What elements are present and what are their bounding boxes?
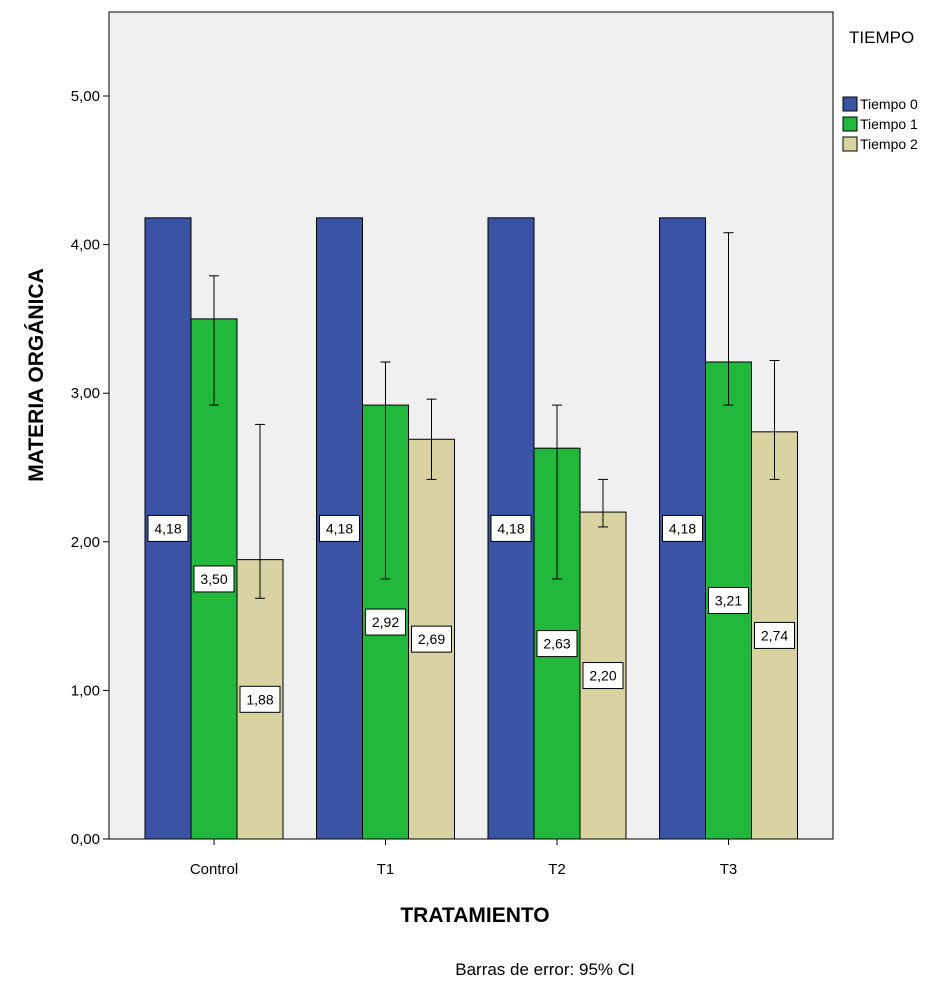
y-tick-label: 5,00	[71, 88, 100, 105]
legend-item-tiempo-2: Tiempo 2	[842, 136, 918, 152]
svg-text:2,63: 2,63	[543, 636, 570, 652]
legend-label: Tiempo 1	[860, 116, 918, 132]
error-bar-control-tiempo-1	[209, 275, 219, 406]
svg-text:2,92: 2,92	[372, 614, 399, 630]
x-tick-label: T3	[720, 861, 738, 878]
legend-item-tiempo-0: Tiempo 0	[842, 96, 918, 112]
error-bars-group	[209, 232, 780, 599]
svg-text:3,21: 3,21	[715, 592, 742, 608]
legend-swatch	[842, 136, 858, 152]
x-axis-title: TRATAMIENTO	[400, 904, 549, 927]
value-label-t3-tiempo-2: 2,74	[754, 621, 795, 649]
x-tick-label: T2	[548, 861, 566, 878]
value-label-t2-tiempo-2: 2,20	[582, 662, 624, 690]
y-axis-title: MATERIA ORGÁNICA	[25, 268, 48, 482]
y-axis: 0,00 1,00 2,00 3,00 4,00 5,00	[71, 88, 109, 848]
value-label-control-tiempo-2: 1,88	[239, 685, 281, 713]
svg-text:4,18: 4,18	[497, 520, 524, 536]
value-label-t2-tiempo-1: 2,63	[536, 630, 578, 658]
svg-text:3,50: 3,50	[200, 571, 227, 587]
legend-label: Tiempo 0	[860, 96, 918, 112]
value-label-t1-tiempo-0: 4,18	[319, 514, 360, 542]
error-bar-t1-tiempo-2	[426, 398, 437, 480]
value-labels-group: 4,18 3,50 1,88 4,18 2,92 2,69 4,18 2,63 2,20 4,18…	[147, 514, 795, 713]
value-label-t3-tiempo-0: 4,18	[662, 514, 703, 542]
legend-label: Tiempo 2	[860, 136, 918, 152]
legend: TIEMPO Tiempo 0 Tiempo 1 Tiempo 2	[842, 28, 918, 152]
y-tick-label: 4,00	[71, 237, 100, 254]
x-tick-label: T1	[377, 861, 395, 878]
error-bar-t1-tiempo-1	[380, 361, 391, 580]
error-bar-t3-tiempo-1	[723, 232, 734, 406]
y-tick-label: 1,00	[71, 682, 100, 699]
y-tick-label: 0,00	[71, 831, 100, 848]
legend-swatch	[842, 116, 858, 132]
svg-text:2,69: 2,69	[418, 631, 445, 647]
svg-text:2,74: 2,74	[761, 627, 788, 643]
svg-text:2,20: 2,20	[589, 668, 616, 684]
svg-text:4,18: 4,18	[326, 520, 353, 536]
error-bar-t2-tiempo-1	[552, 404, 562, 580]
value-label-control-tiempo-0: 4,18	[147, 514, 189, 542]
legend-swatch	[842, 96, 858, 112]
legend-item-tiempo-1: Tiempo 1	[842, 116, 918, 132]
error-bar-control-tiempo-2	[255, 423, 265, 599]
y-tick-label: 3,00	[71, 385, 100, 402]
value-label-t2-tiempo-0: 4,18	[490, 514, 532, 542]
x-axis: Control T1 T2 T3	[190, 839, 737, 878]
x-tick-label: Control	[190, 861, 238, 878]
legend-title: TIEMPO	[849, 28, 914, 47]
y-tick-label: 2,00	[71, 534, 100, 551]
error-bar-t2-tiempo-2	[598, 478, 608, 528]
svg-text:4,18: 4,18	[669, 520, 696, 536]
footnote: Barras de error: 95% CI	[455, 960, 635, 979]
svg-text:1,88: 1,88	[246, 691, 273, 707]
value-label-t3-tiempo-1: 3,21	[708, 586, 749, 614]
value-label-t1-tiempo-1: 2,92	[365, 608, 406, 636]
value-label-control-tiempo-1: 3,50	[193, 565, 235, 593]
svg-text:4,18: 4,18	[154, 520, 181, 536]
value-label-t1-tiempo-2: 2,69	[411, 625, 452, 653]
error-bar-t3-tiempo-2	[769, 360, 780, 480]
